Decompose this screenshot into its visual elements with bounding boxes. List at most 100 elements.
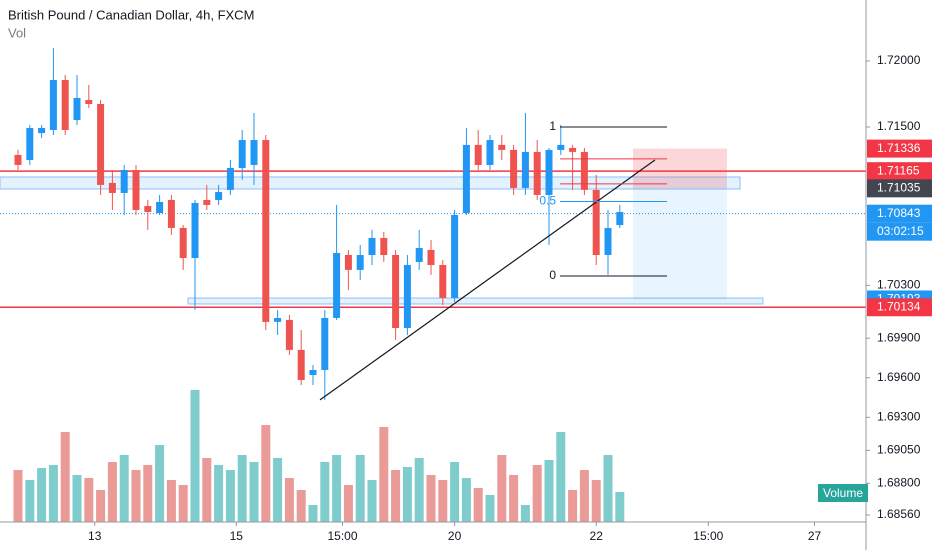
volume-bar — [379, 427, 389, 522]
volume-bar — [473, 488, 483, 522]
volume-bar — [131, 470, 141, 522]
fib-label: 0 — [549, 268, 556, 282]
volume-bar — [37, 468, 47, 522]
price-tag — [867, 179, 932, 198]
candle-body — [344, 254, 352, 270]
candle-body — [250, 140, 258, 165]
volume-legend: Volume — [823, 486, 863, 500]
candle-body — [38, 128, 46, 134]
volume-bar — [343, 485, 353, 522]
candle-body — [333, 253, 341, 318]
volume-bar — [520, 505, 530, 522]
position-target — [633, 188, 727, 300]
candle-body — [156, 201, 164, 214]
x-tick-label: 15:00 — [327, 529, 357, 543]
candle-body — [108, 182, 116, 193]
volume-bar — [284, 478, 294, 522]
volume-bar — [497, 455, 507, 522]
candle-body — [274, 317, 282, 322]
indicator-label: Vol — [8, 25, 26, 40]
volume-bar — [25, 480, 35, 522]
candle-body — [226, 168, 234, 190]
volume-bar — [461, 478, 471, 522]
volume-bar — [261, 425, 271, 522]
volume-bar — [532, 465, 542, 522]
candle-body — [262, 140, 270, 322]
y-tick-label: 1.71500 — [877, 119, 921, 133]
price-tag — [867, 162, 932, 181]
candle-body — [451, 215, 459, 299]
y-tick-label: 1.69050 — [877, 443, 921, 457]
price-tag-label: 1.70843 — [877, 206, 921, 220]
zone — [0, 176, 741, 190]
y-tick-label: 1.68560 — [877, 507, 921, 521]
candle-body — [368, 237, 376, 255]
y-tick-label: 1.70300 — [877, 278, 921, 292]
volume-bar — [190, 390, 200, 522]
candle-body — [403, 265, 411, 328]
price-tag-label: 1.71165 — [877, 163, 920, 177]
price-tag — [867, 139, 932, 158]
volume-bar — [237, 455, 247, 522]
volume-bar — [143, 465, 153, 522]
volume-bar — [402, 467, 412, 522]
volume-bar — [273, 458, 283, 522]
candle-body — [14, 154, 22, 165]
volume-bar — [414, 458, 424, 522]
y-tick-label: 1.69300 — [877, 410, 921, 424]
candle-body — [380, 237, 388, 255]
candle-body — [309, 369, 317, 375]
volume-bar — [166, 480, 176, 522]
volume-bar — [178, 485, 188, 522]
volume-bar — [544, 460, 554, 522]
candle-body — [26, 128, 34, 160]
volume-bar — [202, 458, 212, 522]
volume-bar — [84, 478, 94, 522]
volume-bar — [615, 492, 625, 522]
zone — [187, 297, 764, 305]
x-tick-label: 13 — [88, 529, 102, 543]
price-tag-label: 1.70134 — [877, 299, 921, 313]
volume-bar — [391, 470, 401, 522]
candle-body — [392, 254, 400, 328]
volume-bar — [355, 455, 365, 522]
volume-bar — [332, 455, 342, 522]
candle-body — [462, 144, 470, 214]
volume-bar — [225, 470, 235, 522]
candle-body — [285, 319, 293, 350]
candle-body — [474, 144, 482, 165]
candle-body — [203, 199, 211, 205]
candle-body — [616, 211, 624, 226]
volume-bar — [60, 432, 70, 522]
candle-body — [120, 169, 128, 193]
volume-bar — [450, 462, 460, 522]
volume-bar — [96, 490, 106, 522]
candle-body — [144, 206, 152, 212]
price-tag — [867, 204, 932, 223]
volume-bar — [308, 505, 318, 522]
candle-body — [167, 199, 175, 228]
volume-bar — [367, 480, 377, 522]
candle-body — [510, 149, 518, 188]
volume-bar — [214, 465, 224, 522]
candle-body — [73, 97, 81, 120]
x-tick-label: 27 — [808, 529, 822, 543]
candle-body — [49, 79, 57, 131]
candle-body — [97, 104, 105, 185]
price-tag — [867, 298, 932, 317]
candle-body — [61, 79, 69, 131]
volume-bar — [107, 462, 117, 522]
volume-legend-box — [818, 484, 868, 502]
x-tick-label: 15 — [230, 529, 244, 543]
volume-bar — [603, 455, 613, 522]
volume-bar — [438, 480, 448, 522]
fib-label: 0.5 — [539, 194, 556, 208]
y-tick-label: 1.69600 — [877, 370, 921, 384]
volume-bar — [568, 490, 578, 522]
volume-bar — [296, 490, 306, 522]
y-tick-label: 1.72000 — [877, 53, 921, 67]
candle-body — [592, 189, 600, 255]
price-tag-label: 1.71035 — [877, 181, 921, 195]
candle-body — [580, 151, 588, 190]
plot: 10.50 — [0, 48, 866, 522]
